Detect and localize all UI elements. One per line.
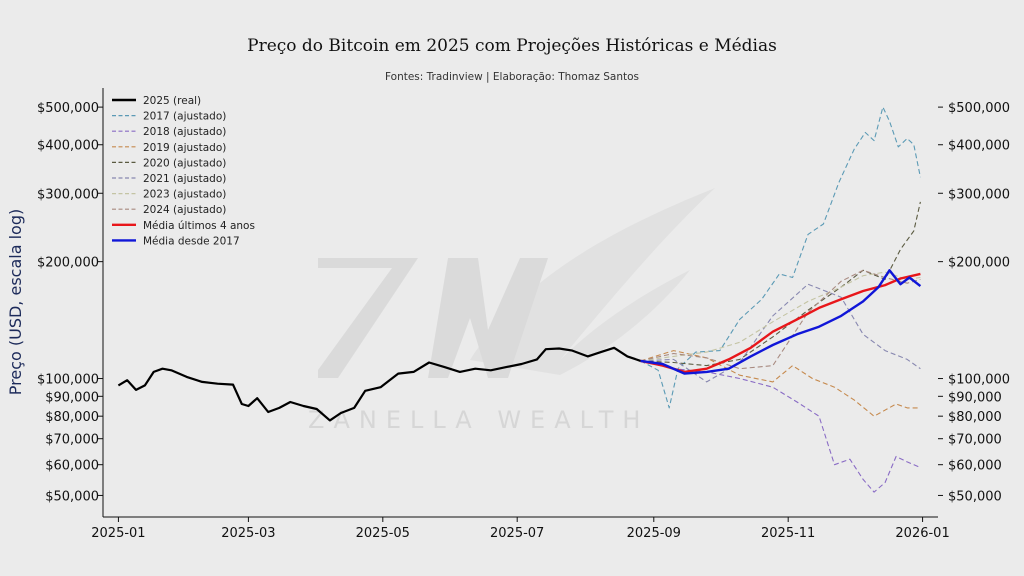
legend-entry-label: 2023 (ajustado) xyxy=(143,189,226,201)
chart-subtitle: Fontes: Tradinview | Elaboração: Thomaz … xyxy=(384,71,640,83)
y-tick-label-left: $100,000 xyxy=(37,373,99,388)
watermark-monogram xyxy=(318,258,548,378)
series-line-2023-ajustado xyxy=(640,271,921,362)
y-tick-label-right: $100,000 xyxy=(948,373,1010,388)
y-tick-label-left: $50,000 xyxy=(45,489,99,504)
legend-entry-label: 2025 (real) xyxy=(143,95,201,107)
x-tick-label: 2025-01 xyxy=(91,526,145,541)
series-line-2019-ajustado xyxy=(640,350,921,417)
y-tick-label-right: $200,000 xyxy=(948,256,1010,271)
y-tick-label-right: $50,000 xyxy=(948,489,1002,504)
series-line-2024-ajustado xyxy=(640,269,921,370)
x-tick-label: 2025-03 xyxy=(221,526,275,541)
x-tick-label: 2025-05 xyxy=(356,526,410,541)
series-line-media-ultimos-4-anos xyxy=(640,272,921,374)
x-tick-label: 2025-11 xyxy=(761,526,815,541)
legend-entry-label: 2020 (ajustado) xyxy=(143,157,226,169)
y-tick-label-left: $90,000 xyxy=(45,390,99,405)
plot-axes: 2025-01 2025-03 2025-05 2025-07 2025-09 2025-… xyxy=(37,88,1010,541)
y-tick-label-right: $300,000 xyxy=(948,187,1010,202)
y-tick-label-left: $400,000 xyxy=(37,139,99,154)
y-axis-label: Preço (USD, escala log) xyxy=(6,209,25,395)
y-tick-label-right: $500,000 xyxy=(948,101,1010,116)
legend-entry-label: 2018 (ajustado) xyxy=(143,126,226,138)
y-tick-label-right: $60,000 xyxy=(948,459,1002,474)
y-tick-label-right: $80,000 xyxy=(948,410,1002,425)
chart-title: Preço do Bitcoin em 2025 com Projeções H… xyxy=(247,36,777,56)
series-line-2020-ajustado xyxy=(640,201,921,367)
legend-entry-label: 2017 (ajustado) xyxy=(143,111,226,123)
legend-entry-label: Média desde 2017 xyxy=(143,235,240,247)
x-tick-label: 2025-07 xyxy=(490,526,544,541)
y-tick-label-right: $70,000 xyxy=(948,433,1002,448)
y-tick-label-left: $200,000 xyxy=(37,256,99,271)
series-line-2021-ajustado xyxy=(640,283,921,383)
x-tick-label: 2025-09 xyxy=(627,526,681,541)
y-tick-label-right: $400,000 xyxy=(948,139,1010,154)
y-tick-label-left: $300,000 xyxy=(37,187,99,202)
y-tick-label-right: $90,000 xyxy=(948,390,1002,405)
y-tick-label-left: $60,000 xyxy=(45,459,99,474)
series-line-2017-ajustado xyxy=(640,106,921,409)
legend-entry-label: 2019 (ajustado) xyxy=(143,142,226,154)
series-line-media-desde-2017 xyxy=(640,269,922,375)
y-tick-label-left: $500,000 xyxy=(37,101,99,116)
legend: 2025 (real) 2017 (ajustado) 2018 (ajustado… xyxy=(112,95,255,247)
y-tick-label-left: $70,000 xyxy=(45,433,99,448)
series-line-2025-real xyxy=(117,346,641,422)
watermark-logo: ZANELLA WEALTH xyxy=(308,188,715,434)
series-line-2018-ajustado xyxy=(640,360,921,493)
series-layer xyxy=(117,106,922,493)
watermark-text: ZANELLA WEALTH xyxy=(308,406,649,434)
watermark-wing xyxy=(470,188,715,375)
legend-entry-label: Média últimos 4 anos xyxy=(143,220,255,232)
legend-entry-label: 2021 (ajustado) xyxy=(143,173,226,185)
y-tick-label-left: $80,000 xyxy=(45,410,99,425)
x-tick-label: 2026-01 xyxy=(895,526,949,541)
legend-entry-label: 2024 (ajustado) xyxy=(143,204,226,216)
